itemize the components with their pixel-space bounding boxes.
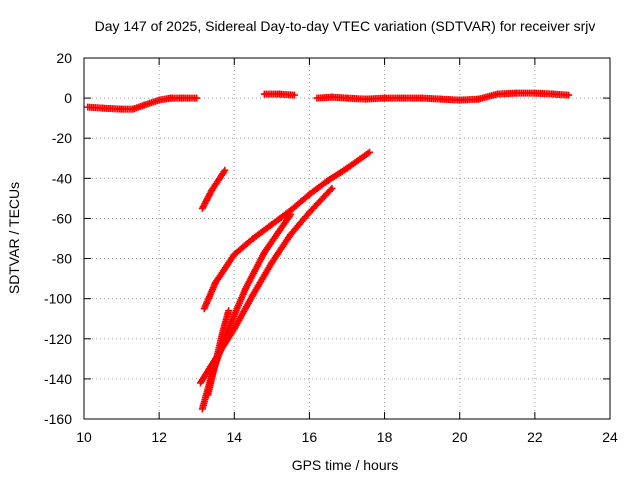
y-axis-label: SDTVAR / TECUs [6,182,22,294]
series-track-3 [313,89,573,104]
series-track-2 [260,90,298,99]
grid-lines [84,58,610,419]
x-tick-label: 10 [76,429,92,445]
data-point [193,94,201,102]
x-tick-label: 20 [452,429,468,445]
data-point [366,148,374,156]
data-point [225,307,233,315]
y-tick-label: 0 [64,90,72,106]
y-tick-label: -100 [44,291,72,307]
plot-frame [83,57,611,420]
y-tick-label: -20 [52,130,72,146]
data-points [84,89,573,413]
data-point [565,91,573,99]
x-tick-label: 24 [602,429,618,445]
x-tick-label: 18 [377,429,393,445]
data-point [287,210,295,218]
series-track-1 [84,94,201,113]
axis-ticks: 10 12 14 16 18 20 22 24 20 0 -20 -40 -60 -80 -100 -120 -… [44,50,618,445]
y-tick-label: 20 [56,50,72,66]
series-track-8 [204,307,233,399]
y-tick-label: -60 [52,210,72,226]
x-axis-label: GPS time / hours [292,457,399,473]
data-point [221,166,229,174]
y-tick-label: -80 [52,251,72,267]
y-tick-label: -120 [44,331,72,347]
y-tick-label: -40 [52,170,72,186]
x-tick-label: 14 [226,429,242,445]
series-track-4 [198,166,229,212]
data-point [327,186,335,194]
y-tick-label: -140 [44,371,72,387]
x-tick-label: 12 [151,429,167,445]
series-track-5 [200,148,374,313]
x-tick-label: 22 [527,429,543,445]
chart-title: Day 147 of 2025, Sidereal Day-to-day VTE… [95,18,596,34]
y-tick-label: -160 [44,411,72,427]
x-tick-label: 16 [302,429,318,445]
data-point [290,91,298,99]
data-point [328,184,336,192]
